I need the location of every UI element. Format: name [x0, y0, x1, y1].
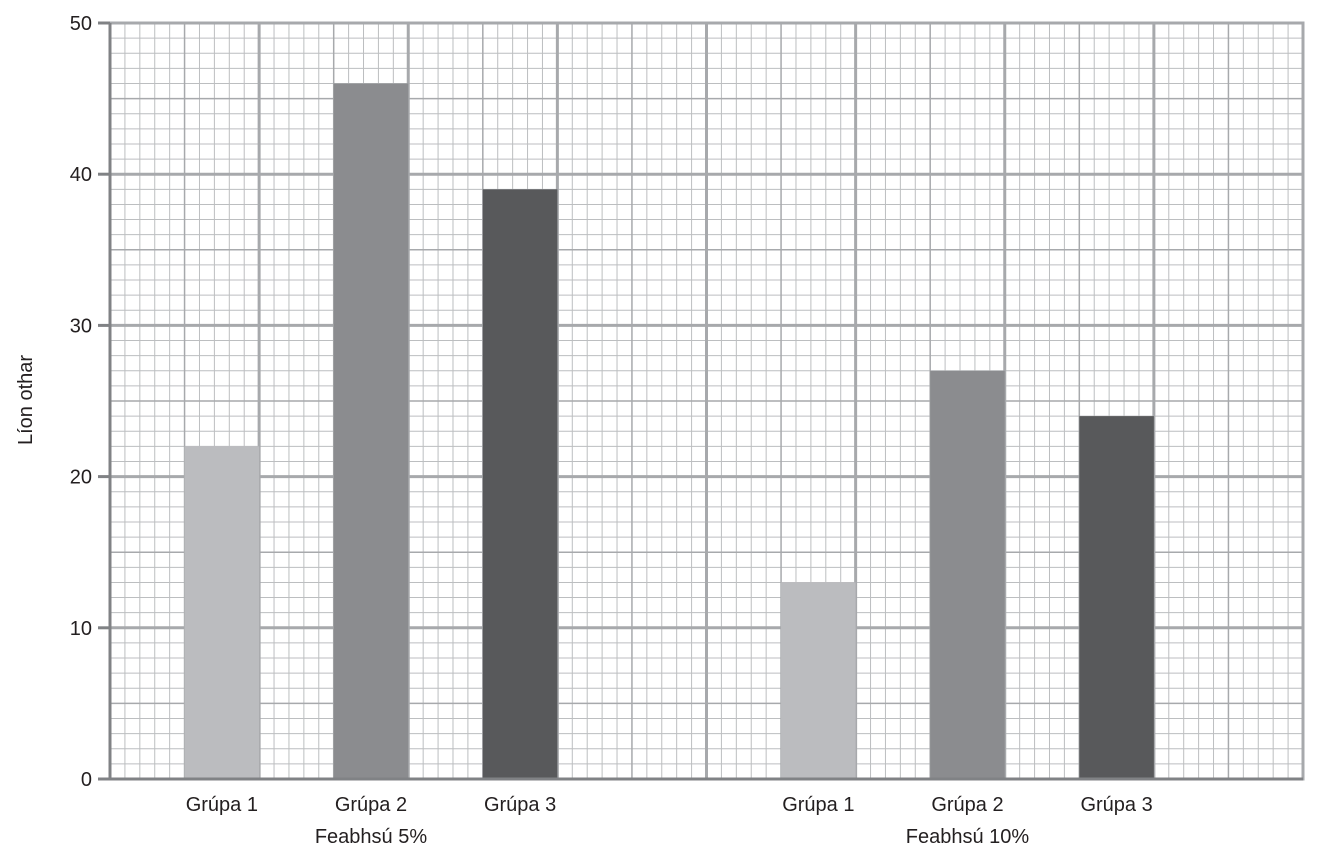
chart-labels: Grúpa 1 Grúpa 2 Grúpa 3 Feabhsú 5% Grúpa 1 Gr… — [70, 13, 1153, 848]
group-label: Feabhsú 5% — [315, 826, 428, 848]
y-tick-label: 0 — [81, 769, 92, 791]
category-label: Grúpa 3 — [1080, 794, 1152, 816]
bar-2-2 — [930, 370, 1005, 779]
chart-axes — [98, 21, 1303, 781]
y-tick-label: 20 — [70, 467, 92, 489]
category-label: Grúpa 2 — [335, 794, 407, 816]
category-label: Grúpa 1 — [186, 794, 258, 816]
bar-2-1 — [781, 582, 856, 779]
bar-2-3 — [1079, 416, 1154, 779]
bar-1-2 — [333, 83, 409, 780]
bar-1-3 — [482, 189, 558, 779]
bar-1-1 — [184, 446, 260, 779]
category-label: Grúpa 2 — [931, 794, 1003, 816]
y-axis-title: Líon othar — [15, 355, 37, 445]
y-tick-label: 10 — [70, 618, 92, 640]
y-tick-label: 30 — [70, 315, 92, 337]
category-label: Grúpa 3 — [484, 794, 556, 816]
chart-bars — [184, 83, 1154, 780]
category-label: Grúpa 1 — [782, 794, 854, 816]
group-label: Feabhsú 10% — [906, 826, 1030, 848]
y-tick-label: 40 — [70, 164, 92, 186]
y-tick-label: 50 — [70, 13, 92, 35]
